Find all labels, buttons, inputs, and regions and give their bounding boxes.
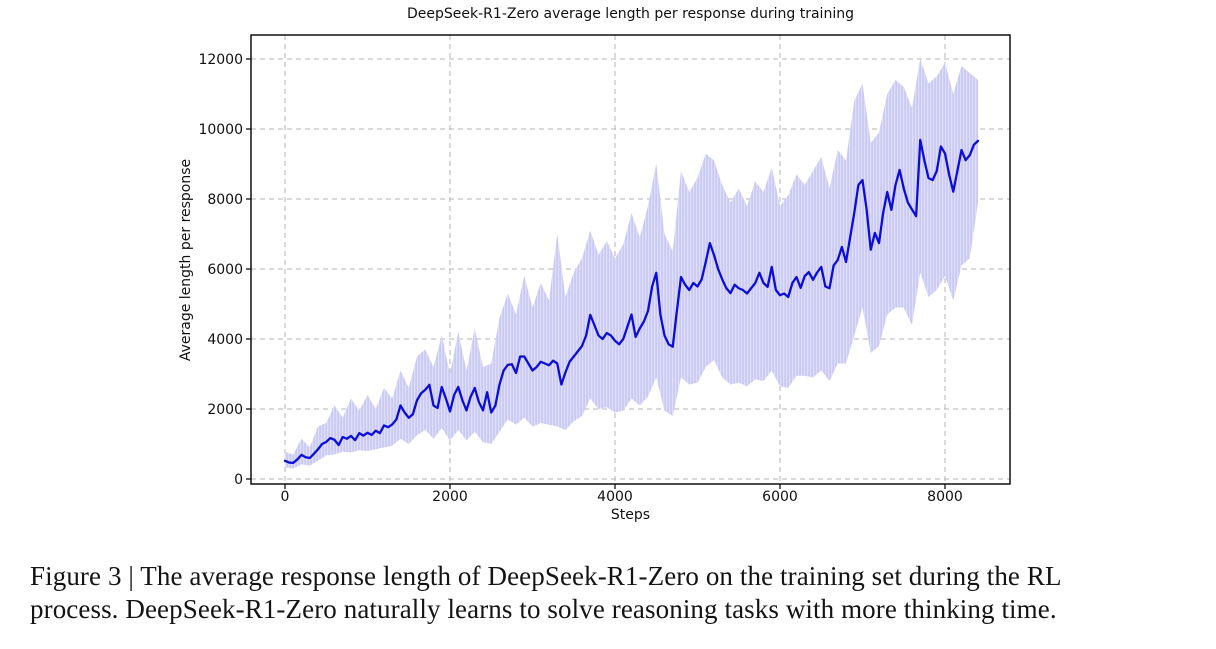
x-axis-label: Steps	[610, 507, 651, 523]
y-tick-label: 4000	[207, 332, 243, 348]
mean-line	[283, 138, 980, 465]
figure-caption: Figure 3 | The average response length o…	[30, 560, 1200, 626]
x-tick-label: 4000	[597, 489, 633, 505]
y-tick-label: 12000	[198, 52, 243, 68]
band-noise-texture	[285, 59, 978, 469]
plot-border	[250, 34, 1011, 485]
y-tick-label: 10000	[198, 122, 243, 138]
x-tick-label: 2000	[432, 489, 468, 505]
x-tick-label: 6000	[762, 489, 798, 505]
y-tick-label: 0	[234, 472, 243, 488]
figure-caption-line-1: Figure 3 | The average response length o…	[30, 561, 1062, 591]
y-tick-label: 2000	[207, 402, 243, 418]
figure-caption-line-2: process. DeepSeek-R1-Zero naturally lear…	[30, 594, 1057, 624]
y-tick-label: 6000	[207, 262, 243, 278]
chart-title: DeepSeek-R1-Zero average length per resp…	[407, 6, 854, 22]
plot-area: 0 2000 4000 6000 8000 0 2000 4000 6000 8000 10000 1…	[198, 34, 1011, 505]
x-tick-label: 0	[281, 489, 290, 505]
x-tick-label: 8000	[927, 489, 963, 505]
y-tick-label: 8000	[207, 192, 243, 208]
